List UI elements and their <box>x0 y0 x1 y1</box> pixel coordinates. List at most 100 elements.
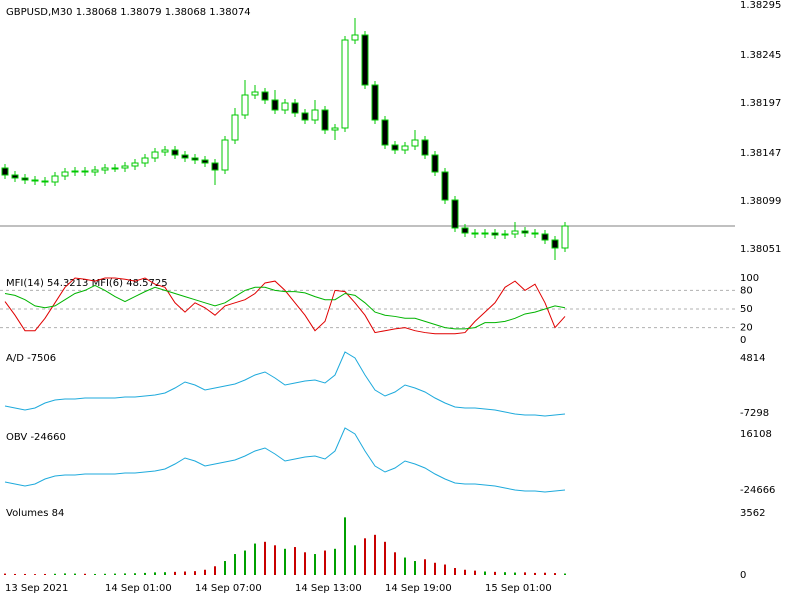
indicator-title: OBV -24660 <box>6 432 66 443</box>
candle-body <box>371 84 379 121</box>
y-tick-label: 16108 <box>740 429 772 440</box>
volume-bar <box>134 573 136 575</box>
x-tick-label: 14 Sep 01:00 <box>105 583 172 594</box>
candle-body <box>441 171 449 201</box>
candle-body <box>391 144 399 151</box>
volume-bar <box>204 569 206 575</box>
candle-body <box>181 154 189 159</box>
volume-bar <box>274 545 276 575</box>
volume-bar <box>304 552 306 575</box>
y-tick-label: 80 <box>740 285 753 296</box>
volume-bar <box>344 517 346 575</box>
indicator-line <box>4 277 566 335</box>
candle-body <box>221 139 229 171</box>
y-tick-label: 0 <box>740 335 746 346</box>
candle-body <box>481 232 489 235</box>
volume-bar <box>124 573 126 575</box>
candle-body <box>351 34 359 41</box>
volume-bar <box>324 550 326 575</box>
volume-bar <box>564 573 566 575</box>
volume-bar <box>544 572 546 575</box>
volume-bar <box>524 572 526 575</box>
volume-bar <box>334 548 336 575</box>
candle-body <box>241 94 249 116</box>
candle-body <box>81 170 89 173</box>
volume-bar <box>24 573 26 575</box>
y-tick-label: 1.38099 <box>740 196 781 207</box>
y-tick-label: 1.38245 <box>740 50 781 61</box>
candle-body <box>271 99 279 111</box>
indicator-line <box>4 284 566 330</box>
volume-bar <box>354 545 356 575</box>
indicator-title: A/D -7506 <box>6 353 56 364</box>
volume-bar <box>214 566 216 575</box>
volume-bar <box>394 552 396 575</box>
y-tick-label: 1.38147 <box>740 148 781 159</box>
volume-bar <box>234 554 236 575</box>
candle-body <box>451 199 459 229</box>
y-tick-label: 100 <box>740 273 759 284</box>
candle-body <box>71 170 79 173</box>
volume-bar <box>514 572 516 575</box>
volume-bar <box>34 574 36 575</box>
volume-bar <box>14 573 16 575</box>
candle-body <box>501 233 509 236</box>
volume-bar <box>284 548 286 575</box>
candle-body <box>41 180 49 183</box>
candle-body <box>471 232 479 235</box>
volume-bar <box>64 573 66 575</box>
candle-body <box>251 91 259 96</box>
volume-bar <box>224 561 226 575</box>
volume-bar <box>464 569 466 575</box>
candle-body <box>321 109 329 131</box>
x-tick-label: 15 Sep 01:00 <box>485 583 552 594</box>
volume-bar <box>554 573 556 575</box>
y-tick-label: 20 <box>740 323 753 334</box>
candle-body <box>381 119 389 146</box>
y-tick-label: 1.38295 <box>740 0 781 11</box>
volume-bar <box>294 547 296 575</box>
candle-body <box>341 39 349 129</box>
volume-bar <box>254 543 256 575</box>
candle-body <box>531 232 539 235</box>
chart-title: GBPUSD,M30 1.38068 1.38079 1.38068 1.380… <box>6 7 251 18</box>
volume-bar <box>74 573 76 575</box>
candle-body <box>561 225 569 249</box>
candle-body <box>121 165 129 169</box>
volume-bar <box>184 571 186 575</box>
y-tick-label: 50 <box>740 304 753 315</box>
candle-body <box>131 162 139 167</box>
candle-body <box>311 109 319 121</box>
candle-body <box>401 145 409 151</box>
candle-body <box>301 112 309 121</box>
indicator-line <box>4 351 566 417</box>
candle-body <box>521 230 529 234</box>
volume-bar <box>104 573 106 575</box>
candle-body <box>31 179 39 182</box>
candle-body <box>1 167 9 176</box>
candle-body <box>61 171 69 177</box>
volume-bar <box>454 568 456 575</box>
x-tick-label: 13 Sep 2021 <box>5 583 68 594</box>
volume-bar <box>414 561 416 575</box>
candle-body <box>431 154 439 173</box>
candle-body <box>11 174 19 179</box>
candle-body <box>291 102 299 114</box>
volume-bar <box>144 572 146 575</box>
candle-body <box>51 175 59 183</box>
candle-body <box>91 169 99 173</box>
y-tick-label: 0 <box>740 570 746 581</box>
candle-body <box>461 227 469 234</box>
y-tick-label: -24666 <box>740 485 775 496</box>
candle-body <box>551 239 559 249</box>
volume-bar <box>264 541 266 575</box>
candle-body <box>331 127 339 131</box>
candle-body <box>491 232 499 236</box>
candle-body <box>191 157 199 161</box>
x-tick-label: 14 Sep 07:00 <box>195 583 262 594</box>
candle-body <box>111 167 119 170</box>
candle-body <box>361 34 369 86</box>
volume-bar <box>154 572 156 575</box>
volume-bar <box>404 557 406 575</box>
